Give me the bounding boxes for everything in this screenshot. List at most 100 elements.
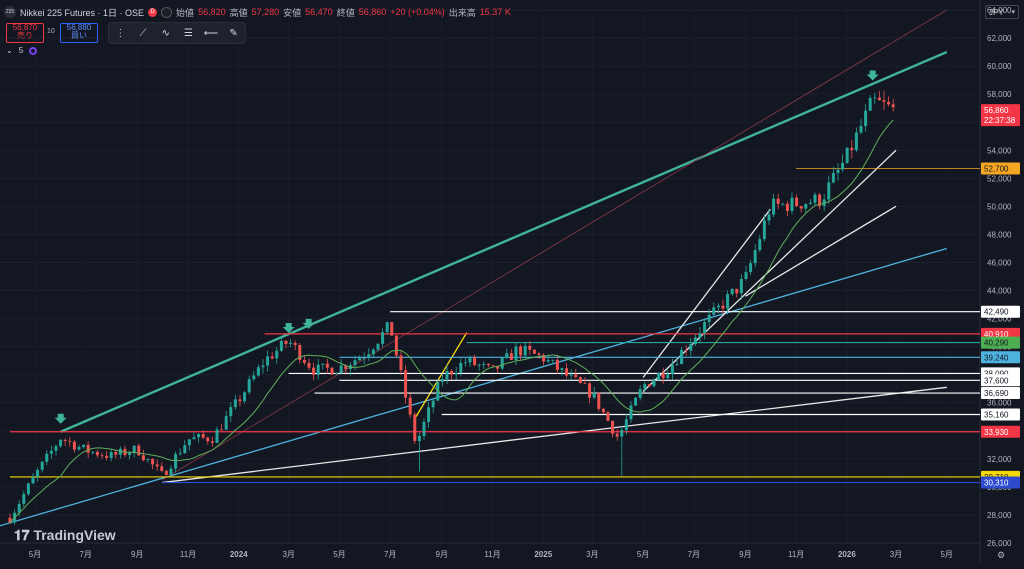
settings-gear-icon[interactable]: ⚙ — [997, 550, 1006, 560]
candle-body — [376, 343, 380, 350]
symbol-title[interactable]: Nikkei 225 Futures · 1日 · OSE — [20, 7, 145, 18]
candle-body — [647, 384, 651, 387]
change-value: +20 (+0.04%) — [390, 7, 445, 17]
candle-body — [859, 125, 863, 133]
candle-body — [243, 392, 247, 402]
candle-body — [891, 104, 895, 108]
candle-body — [404, 370, 408, 398]
candle-body — [63, 439, 67, 441]
drawing-toolbar: ⋮ ⟋ ∿ ☰ ⟵ ✎ — [108, 22, 246, 44]
candle-body — [712, 307, 716, 315]
down-arrow-marker-icon — [302, 318, 315, 329]
candle-body — [40, 461, 44, 470]
candle-body — [804, 204, 808, 209]
candle-body — [399, 355, 403, 371]
candle-body — [496, 366, 500, 369]
trend-line-white-channel-lower — [642, 149, 897, 392]
price-label: 39,240 — [984, 353, 1009, 362]
buy-price: 56,880 — [66, 23, 92, 32]
candle-body — [118, 448, 122, 455]
candle-body — [8, 517, 12, 523]
candle-body — [298, 345, 302, 361]
candle-body — [463, 362, 467, 364]
candle-body — [17, 503, 21, 513]
candle-body — [160, 466, 164, 471]
candle-body — [151, 459, 155, 465]
candle-body — [100, 455, 104, 457]
open-value: 56,820 — [198, 7, 226, 17]
candle-body — [353, 360, 357, 366]
candle-body — [229, 407, 233, 417]
candle-body — [316, 364, 320, 375]
candle-body — [413, 414, 417, 442]
candle-body — [339, 365, 343, 374]
price-label-bg — [981, 336, 1020, 349]
trend-line-blue — [0, 247, 947, 527]
parallel-channel-icon[interactable]: ☰ — [183, 27, 193, 39]
candle-body — [169, 468, 173, 475]
candle-body — [569, 374, 573, 376]
order-quantity[interactable]: 10 — [47, 28, 55, 35]
curve-icon[interactable]: ∿ — [161, 27, 170, 39]
y-tick-label: 32,000 — [987, 455, 1012, 464]
candle-body — [477, 364, 481, 366]
y-tick-label: 62,000 — [987, 34, 1012, 43]
candle-body — [330, 367, 334, 375]
candle-body — [776, 198, 780, 204]
drag-handle-icon[interactable]: ⋮ — [115, 27, 126, 39]
x-tick-label: 5月 — [940, 550, 952, 559]
chevron-down-icon: ▾ — [1011, 9, 1015, 16]
y-tick-label: 42,000 — [987, 315, 1012, 324]
trend-line-icon[interactable]: ⟋ — [139, 27, 147, 39]
ray-icon[interactable]: ⟵ — [203, 27, 219, 39]
candle-body — [514, 346, 518, 360]
candle-body — [574, 374, 578, 378]
currency-select[interactable]: JPY ▾ — [985, 5, 1019, 19]
candle-body — [307, 362, 311, 368]
candle-body — [588, 383, 592, 398]
candle-body — [785, 203, 789, 211]
y-tick-label: 26,000 — [987, 539, 1012, 548]
price-label: 40,290 — [984, 339, 1009, 348]
collapse-chevron-icon[interactable]: ⌄ — [6, 46, 13, 55]
y-tick-label: 64,000 — [987, 6, 1012, 15]
candle-body — [105, 455, 109, 458]
candle-body — [868, 97, 872, 111]
trend-line-white-long — [162, 386, 947, 484]
candle-body — [597, 392, 601, 409]
pen-icon[interactable]: ✎ — [229, 27, 238, 39]
x-tick-label: 2025 — [534, 550, 552, 559]
candle-body — [887, 101, 891, 105]
candle-body — [146, 459, 150, 461]
trend-line-yellow-wedge — [415, 332, 468, 418]
candle-body — [137, 445, 141, 456]
indicator-legend[interactable]: ⌄ 5 — [6, 46, 38, 55]
trend-line-white-short — [745, 205, 897, 297]
candle-body — [321, 363, 325, 365]
buy-button[interactable]: 56,880 買い — [60, 23, 98, 43]
candle-body — [730, 288, 734, 295]
candle-body — [312, 367, 316, 375]
down-arrow-marker-icon — [54, 413, 67, 424]
close-label: 終値 — [336, 7, 355, 18]
candle-body — [468, 357, 472, 363]
volume-value: 15.37 K — [479, 7, 511, 17]
candle-body — [206, 437, 210, 442]
candle-body — [583, 382, 587, 384]
candle-body — [831, 172, 835, 183]
y-tick-label: 48,000 — [987, 230, 1012, 239]
candle-body — [739, 279, 743, 294]
candle-body — [615, 433, 619, 437]
symbol-header: 225 Nikkei 225 Futures · 1日 · OSE D 始値 56… — [4, 5, 511, 19]
candle-body — [491, 365, 495, 367]
candle-body — [703, 322, 707, 334]
candle-body — [174, 454, 178, 469]
candle-body — [178, 453, 182, 455]
candle-body — [279, 340, 283, 351]
sell-button[interactable]: 56,870 売り — [6, 23, 44, 43]
candle-body — [689, 343, 693, 351]
candle-body — [473, 357, 477, 365]
candle-body — [390, 322, 394, 336]
